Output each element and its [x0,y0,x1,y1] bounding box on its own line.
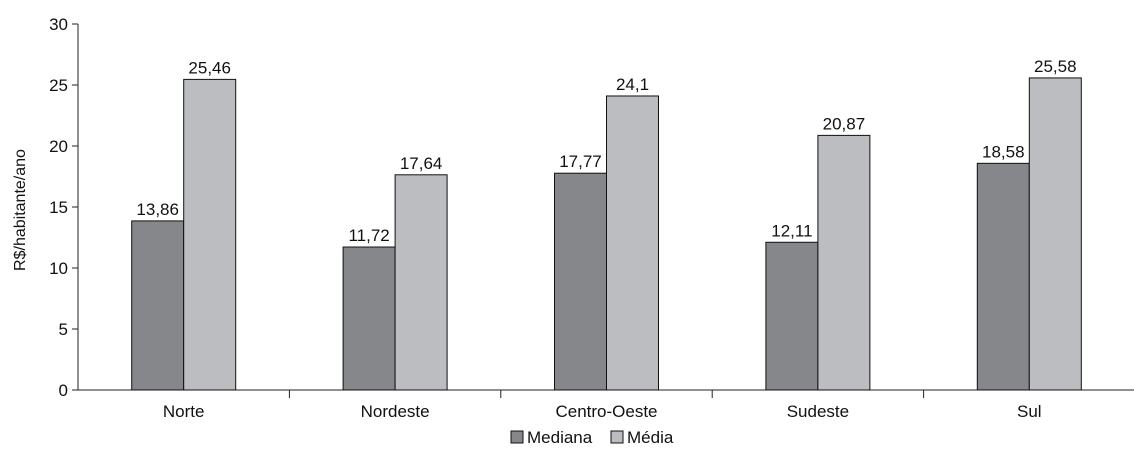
legend-label: Mediana [527,428,593,447]
data-label: 25,46 [188,58,231,77]
bar-mediana-nordeste [342,246,396,391]
bar-mediana-sul [976,162,1030,391]
y-ticks: 0 5 10 15 20 25 30 [49,15,78,400]
y-tick-label: 25 [49,76,68,95]
x-category-label: Sudeste [787,402,849,421]
x-category-label: Norte [163,402,205,421]
legend-swatch-mediana [510,430,524,444]
data-label: 11,72 [348,226,389,245]
y-tick-label: 20 [49,137,68,156]
y-tick-label: 0 [59,381,68,400]
data-label: 18,58 [982,142,1025,161]
bar-m-dia-sul [1028,77,1082,391]
bar-m-dia-norte [183,78,237,391]
bar-m-dia-sudeste [817,134,871,391]
bar-m-dia-nordeste [394,174,448,391]
data-label: 24,1 [616,75,649,94]
legend: Mediana Média [510,428,674,447]
y-tick-label: 5 [59,320,68,339]
data-label: 13,86 [136,200,179,219]
y-axis-label: R$/habitante/ano [12,149,29,271]
bar-mediana-sudeste [765,241,819,391]
bar-mediana-centro-oeste [554,172,607,391]
data-label: 17,77 [559,152,602,171]
y-tick-label: 15 [49,198,68,217]
bar-m-dia-centro-oeste [606,95,659,391]
legend-label: Média [627,428,674,447]
x-category-label: Centro-Oeste [555,402,657,421]
data-label: 20,87 [823,114,866,133]
x-categories: Norte Nordeste Centro-Oeste Sudeste Sul [163,390,1042,421]
legend-swatch-m-dia [610,430,624,444]
y-tick-label: 30 [49,15,68,34]
bars: 13,86 25,46 11,72 17,64 17,77 24,1 12,11 20,87 1… [131,57,1082,391]
data-label: 12,11 [771,221,812,240]
data-label: 25,58 [1034,57,1077,76]
data-label: 17,64 [400,154,443,173]
bar-mediana-norte [131,220,185,391]
y-tick-label: 10 [49,259,68,278]
x-category-label: Nordeste [361,402,430,421]
x-category-label: Sul [1017,402,1042,421]
